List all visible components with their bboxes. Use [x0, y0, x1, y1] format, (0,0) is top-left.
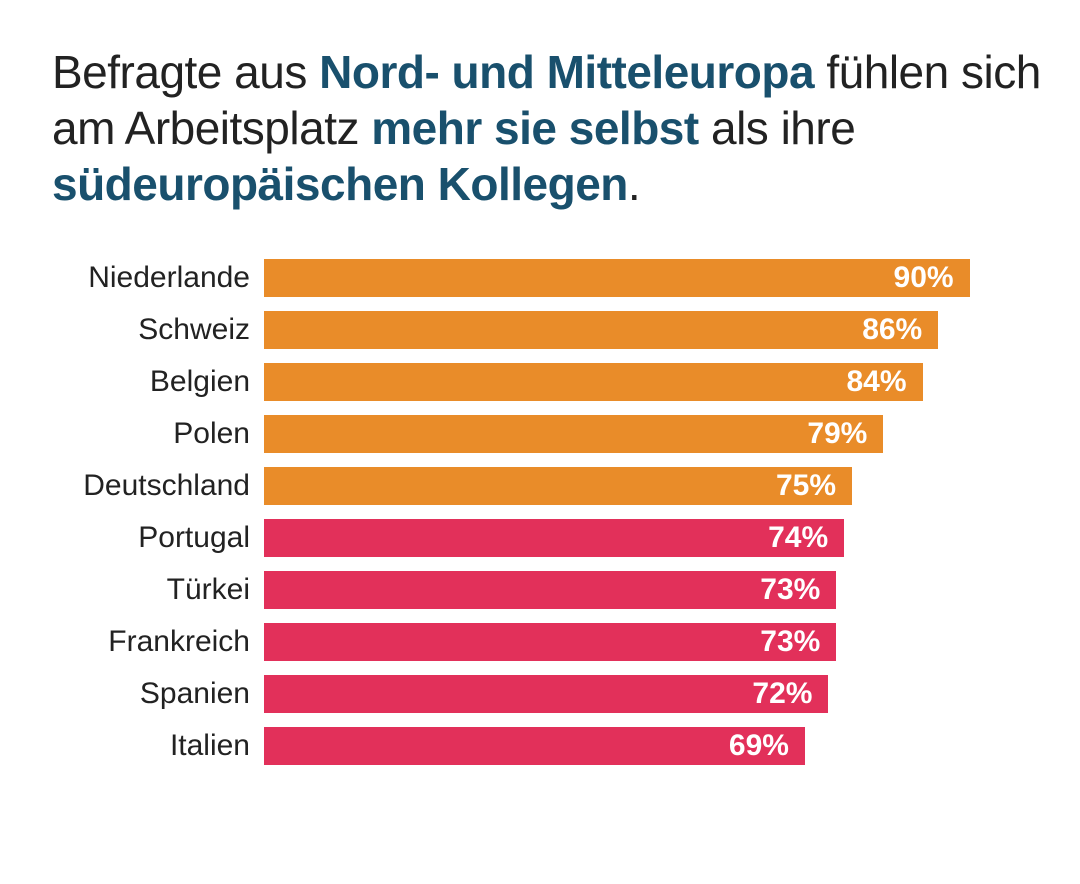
bar-track: 90%: [264, 259, 1048, 297]
bar-track: 74%: [264, 519, 1048, 557]
bar-track: 86%: [264, 311, 1048, 349]
bar-row: Polen 79%: [64, 408, 1048, 460]
bar-value: 79%: [807, 417, 867, 451]
bar-value: 90%: [894, 261, 954, 295]
bar-track: 72%: [264, 675, 1048, 713]
bar-label: Frankreich: [64, 625, 264, 659]
bar: 90%: [264, 259, 970, 297]
headline: Befragte aus Nord- und Mitteleuropa fühl…: [52, 44, 1048, 212]
bar-row: Italien 69%: [64, 720, 1048, 772]
headline-segment: als ihre: [699, 102, 856, 154]
bar-row: Deutschland 75%: [64, 460, 1048, 512]
bar-value: 84%: [847, 365, 907, 399]
headline-segment: südeuropäischen Kollegen: [52, 158, 628, 210]
bar-track: 79%: [264, 415, 1048, 453]
bar-row: Frankreich 73%: [64, 616, 1048, 668]
bar-label: Polen: [64, 417, 264, 451]
bar-label: Portugal: [64, 521, 264, 555]
bar-label: Belgien: [64, 365, 264, 399]
bar-track: 75%: [264, 467, 1048, 505]
bar-value: 72%: [752, 677, 812, 711]
bar-track: 73%: [264, 571, 1048, 609]
headline-segment: Nord- und Mitteleuropa: [319, 46, 814, 98]
bar-label: Deutschland: [64, 469, 264, 503]
bar-row: Schweiz 86%: [64, 304, 1048, 356]
bar-row: Niederlande 90%: [64, 252, 1048, 304]
bar: 73%: [264, 571, 836, 609]
headline-segment: .: [628, 158, 640, 210]
bar: 75%: [264, 467, 852, 505]
bar-label: Schweiz: [64, 313, 264, 347]
bar-value: 74%: [768, 521, 828, 555]
headline-segment: mehr sie selbst: [371, 102, 698, 154]
bar-track: 84%: [264, 363, 1048, 401]
bar: 72%: [264, 675, 828, 713]
bar: 69%: [264, 727, 805, 765]
bar-value: 73%: [760, 625, 820, 659]
bar: 79%: [264, 415, 883, 453]
headline-segment: Befragte aus: [52, 46, 319, 98]
bar-label: Niederlande: [64, 261, 264, 295]
bar-row: Türkei 73%: [64, 564, 1048, 616]
bar-chart: Niederlande 90% Schweiz 86% Belgien 84% Polen 7…: [52, 252, 1048, 772]
bar-label: Spanien: [64, 677, 264, 711]
bar: 73%: [264, 623, 836, 661]
bar-value: 75%: [776, 469, 836, 503]
bar-label: Türkei: [64, 573, 264, 607]
bar-track: 69%: [264, 727, 1048, 765]
bar-value: 86%: [862, 313, 922, 347]
bar-row: Spanien 72%: [64, 668, 1048, 720]
bar-row: Belgien 84%: [64, 356, 1048, 408]
bar-value: 73%: [760, 573, 820, 607]
bar-label: Italien: [64, 729, 264, 763]
bar: 84%: [264, 363, 923, 401]
bar-value: 69%: [729, 729, 789, 763]
bar: 86%: [264, 311, 938, 349]
bar-row: Portugal 74%: [64, 512, 1048, 564]
bar-track: 73%: [264, 623, 1048, 661]
bar: 74%: [264, 519, 844, 557]
page: Befragte aus Nord- und Mitteleuropa fühl…: [0, 0, 1080, 792]
